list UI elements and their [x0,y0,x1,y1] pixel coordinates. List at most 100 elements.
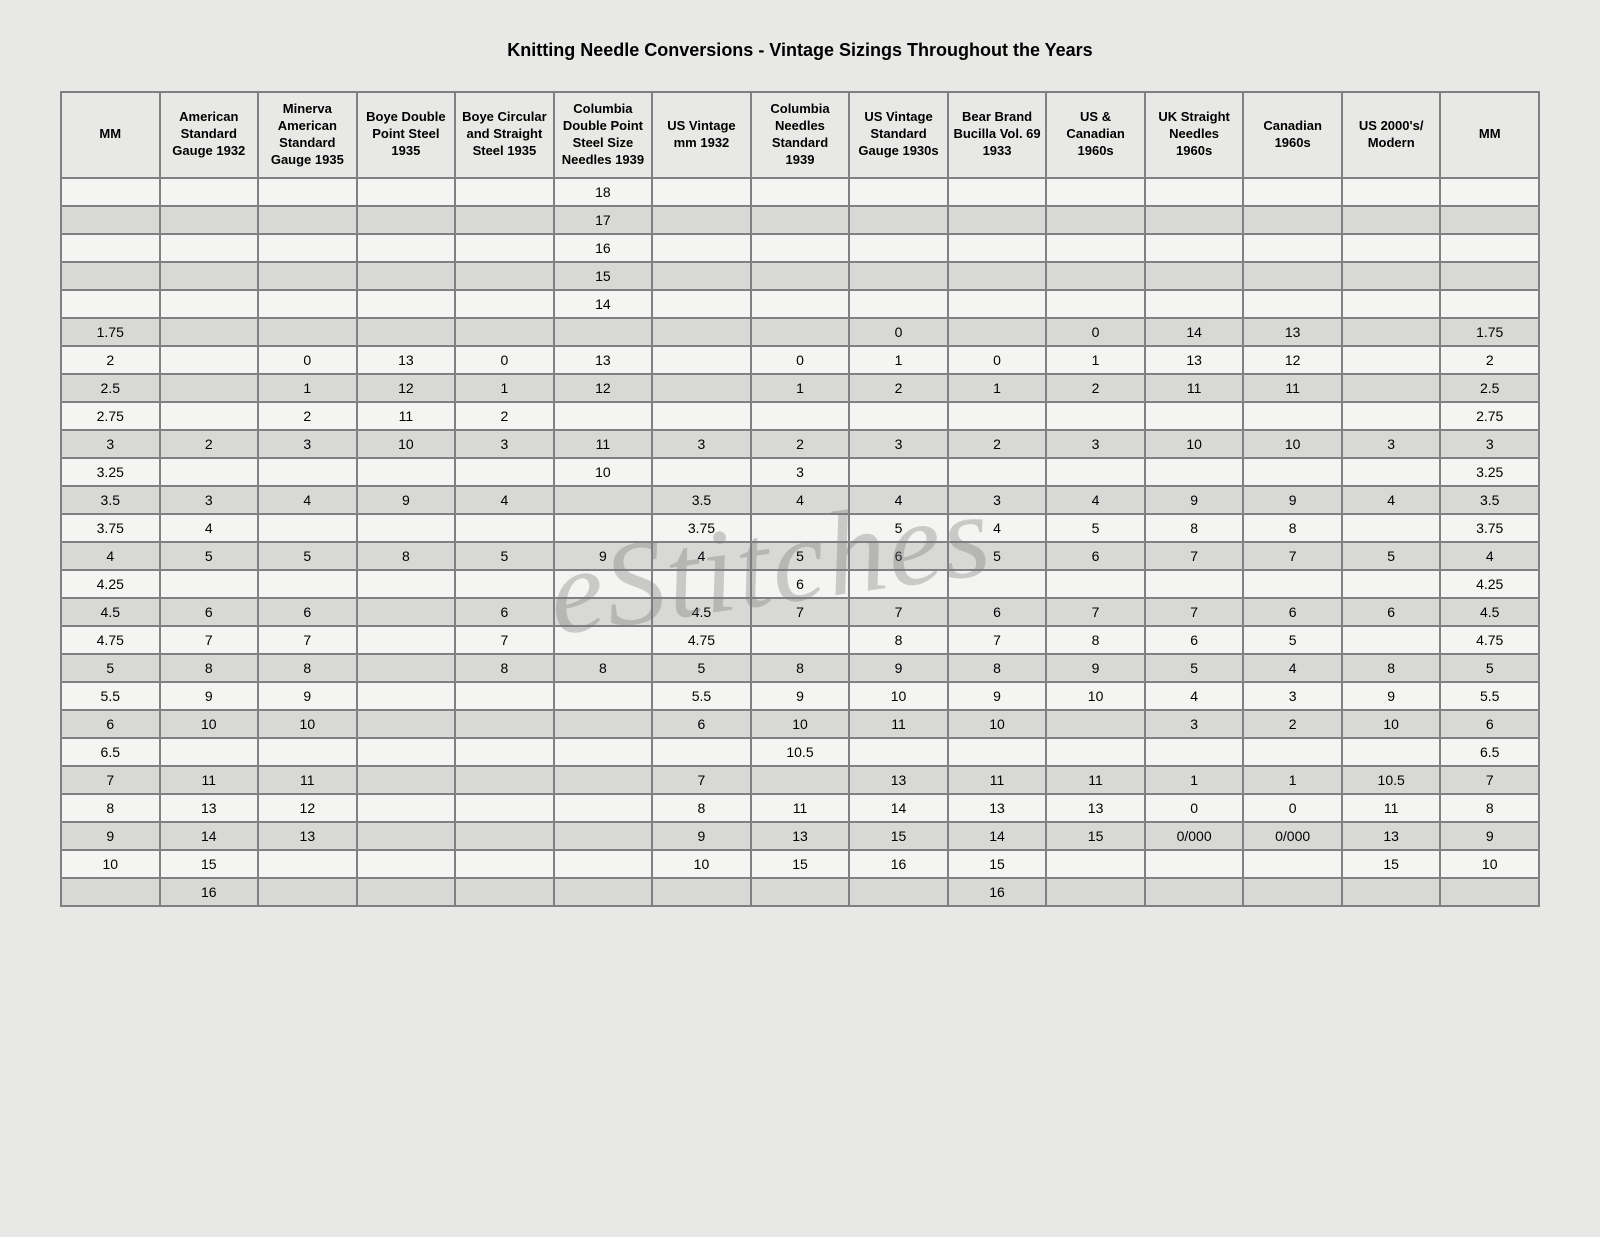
table-cell [357,178,456,206]
table-cell [1145,850,1244,878]
table-row: 7111171311111110.57 [61,766,1539,794]
table-cell: 3.5 [1440,486,1539,514]
table-cell: 8 [849,626,948,654]
table-cell [1342,262,1441,290]
table-cell: 1 [258,374,357,402]
table-cell: 5 [1046,514,1145,542]
table-cell [258,458,357,486]
table-row: 1.750014131.75 [61,318,1539,346]
table-cell: 9 [751,682,850,710]
page-title: Knitting Needle Conversions - Vintage Si… [60,40,1540,61]
table-cell [1046,710,1145,738]
table-row: 14 [61,290,1539,318]
table-cell: 2.75 [61,402,160,430]
table-cell: 8 [1243,514,1342,542]
table-cell [258,514,357,542]
table-cell [1342,514,1441,542]
table-cell: 1.75 [1440,318,1539,346]
table-row: 3231031132323101033 [61,430,1539,458]
table-cell [554,598,653,626]
table-cell: 9 [258,682,357,710]
table-cell: 8 [652,794,751,822]
table-cell [849,878,948,906]
table-cell: 5 [61,654,160,682]
table-cell [160,374,259,402]
table-cell [258,290,357,318]
table-cell: 15 [948,850,1047,878]
table-cell: 6 [1440,710,1539,738]
table-cell [948,318,1047,346]
table-cell [357,598,456,626]
table-cell: 3.75 [652,514,751,542]
table-cell: 8 [357,542,456,570]
table-cell: 14 [948,822,1047,850]
table-cell: 12 [554,374,653,402]
column-header: US Vintage Standard Gauge 1930s [849,92,948,178]
table-cell: 5 [652,654,751,682]
table-cell: 2 [258,402,357,430]
table-cell [849,458,948,486]
table-cell: 7 [1243,542,1342,570]
table-cell: 8 [751,654,850,682]
table-row: 455859456567754 [61,542,1539,570]
table-cell [652,234,751,262]
table-cell [948,178,1047,206]
table-cell: 4.75 [652,626,751,654]
table-cell: 6 [751,570,850,598]
table-cell: 5 [1342,542,1441,570]
table-cell: 9 [1440,822,1539,850]
table-cell [1145,178,1244,206]
table-cell [357,290,456,318]
table-cell [1243,878,1342,906]
table-cell [554,710,653,738]
table-cell [357,794,456,822]
table-cell [1342,878,1441,906]
table-cell: 4 [1145,682,1244,710]
table-cell: 2 [61,346,160,374]
table-cell [1342,234,1441,262]
table-cell: 1 [455,374,554,402]
table-cell [1243,458,1342,486]
table-cell [554,850,653,878]
table-cell [652,570,751,598]
column-header: Canadian 1960s [1243,92,1342,178]
table-cell [1046,458,1145,486]
column-header: UK Straight Needles 1960s [1145,92,1244,178]
table-cell: 1 [849,346,948,374]
table-cell [455,178,554,206]
table-cell [160,738,259,766]
table-cell [357,514,456,542]
table-cell: 7 [455,626,554,654]
table-cell: 8 [61,794,160,822]
table-cell [554,738,653,766]
table-cell: 3.25 [61,458,160,486]
table-cell: 4 [751,486,850,514]
table-cell [554,486,653,514]
table-cell [455,262,554,290]
column-header: US 2000's/ Modern [1342,92,1441,178]
table-cell: 2 [849,374,948,402]
table-cell: 9 [652,822,751,850]
table-cell: 13 [751,822,850,850]
table-cell [160,178,259,206]
table-cell: 13 [357,346,456,374]
table-cell [1145,738,1244,766]
table-cell: 5.5 [1440,682,1539,710]
table-cell [61,234,160,262]
table-cell [1145,290,1244,318]
table-cell [1342,318,1441,346]
table-row: 1015101516151510 [61,850,1539,878]
column-header: Minerva American Standard Gauge 1935 [258,92,357,178]
table-cell: 6 [948,598,1047,626]
table-cell [61,290,160,318]
table-cell [1046,402,1145,430]
table-row: 58888589895485 [61,654,1539,682]
table-cell [652,346,751,374]
table-cell [160,402,259,430]
table-cell: 15 [554,262,653,290]
table-cell: 11 [849,710,948,738]
table-cell [849,738,948,766]
table-cell: 3.25 [1440,458,1539,486]
table-cell [1145,570,1244,598]
table-cell [554,682,653,710]
